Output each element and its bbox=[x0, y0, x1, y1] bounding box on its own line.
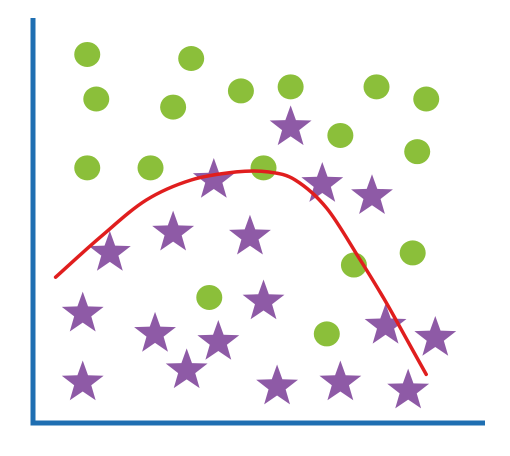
purple-star-point bbox=[364, 303, 407, 344]
green-circle-point bbox=[277, 74, 304, 100]
green-circle-point bbox=[196, 284, 223, 310]
purple-star-point bbox=[387, 368, 430, 409]
green-circle-point bbox=[327, 122, 354, 148]
purple-star-point bbox=[269, 105, 312, 146]
purple-star-point bbox=[197, 320, 240, 360]
decision-boundary-curve bbox=[53, 169, 428, 377]
green-circle-point bbox=[74, 155, 101, 181]
green-circle-point bbox=[160, 94, 187, 120]
purple-star-point bbox=[351, 174, 393, 214]
green-circle-point bbox=[399, 240, 426, 266]
purple-star-point bbox=[152, 210, 195, 251]
purple-star-point bbox=[61, 291, 104, 332]
green-circle-point bbox=[363, 74, 390, 100]
points-layer bbox=[61, 41, 457, 409]
green-circle-point bbox=[178, 46, 205, 71]
purple-star-point bbox=[165, 348, 208, 389]
purple-star-point bbox=[134, 311, 176, 352]
green-circle-point bbox=[250, 155, 277, 181]
purple-star-point bbox=[192, 158, 235, 198]
purple-star-point bbox=[61, 360, 104, 401]
green-circle-point bbox=[83, 86, 110, 112]
purple-star-point bbox=[301, 162, 344, 202]
green-circle-point bbox=[74, 41, 101, 67]
green-circle-point bbox=[137, 155, 164, 181]
purple-star-point bbox=[256, 364, 298, 405]
purple-star-point bbox=[88, 230, 131, 271]
green-circle-point bbox=[404, 139, 431, 165]
green-circle-point bbox=[413, 86, 440, 112]
purple-star-point bbox=[414, 315, 457, 356]
purple-star-point bbox=[242, 279, 285, 320]
green-circle-point bbox=[227, 78, 254, 104]
purple-star-point bbox=[319, 360, 362, 401]
purple-star-point bbox=[229, 214, 271, 255]
green-circle-point bbox=[313, 321, 340, 347]
